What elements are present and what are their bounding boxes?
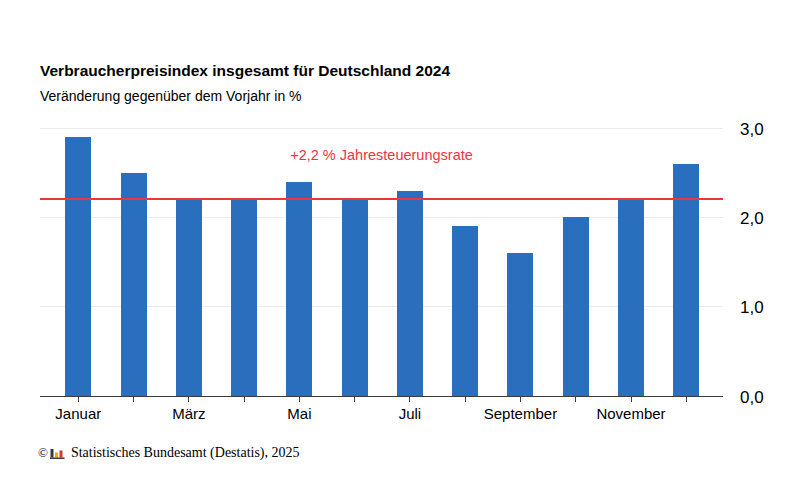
y-tick-label: 1,0 — [740, 299, 764, 316]
reference-line-label: +2,2 % Jahresteuerungsrate — [290, 148, 473, 163]
x-tick-label: September — [484, 406, 557, 421]
y-tick-label: 3,0 — [740, 121, 764, 138]
bar — [563, 217, 589, 396]
x-tick-mark — [686, 397, 687, 402]
bar — [231, 199, 257, 396]
x-tick-label: Januar — [55, 406, 101, 421]
x-tick-mark — [520, 397, 521, 402]
bar — [618, 199, 644, 396]
bar — [342, 199, 368, 396]
y-tick-label: 2,0 — [740, 210, 764, 227]
x-tick-mark — [465, 397, 466, 402]
copyright-symbol: © — [38, 444, 48, 462]
chart-footer: © Statistisches Bundesamt (Destatis), 20… — [38, 444, 300, 462]
chart-page: Verbraucherpreisindex insgesamt für Deut… — [0, 0, 800, 500]
bar — [507, 253, 533, 396]
footer-text: Statistisches Bundesamt (Destatis), 2025 — [71, 444, 300, 462]
x-tick-mark — [188, 397, 189, 402]
x-tick-label: Mai — [287, 406, 311, 421]
bar — [397, 191, 423, 396]
y-tick-label: 0,0 — [740, 389, 764, 406]
bar — [176, 199, 202, 396]
x-tick-mark — [354, 397, 355, 402]
x-tick-label: März — [172, 406, 205, 421]
x-tick-mark — [133, 397, 134, 402]
x-tick-mark — [631, 397, 632, 402]
x-tick-label: November — [596, 406, 665, 421]
x-tick-label: Juli — [399, 406, 422, 421]
bar — [286, 182, 312, 396]
destatis-logo-icon — [50, 447, 66, 459]
reference-line — [40, 198, 723, 200]
x-tick-mark — [78, 397, 79, 402]
bar-chart: 0,0 1,0 2,0 3,0 Januar März Mai Juli September No… — [0, 0, 800, 500]
bar — [65, 137, 91, 396]
gridline — [40, 128, 723, 129]
x-tick-mark — [299, 397, 300, 402]
bar — [452, 226, 478, 396]
x-tick-mark — [575, 397, 576, 402]
x-tick-mark — [409, 397, 410, 402]
bar — [121, 173, 147, 396]
x-tick-mark — [244, 397, 245, 402]
